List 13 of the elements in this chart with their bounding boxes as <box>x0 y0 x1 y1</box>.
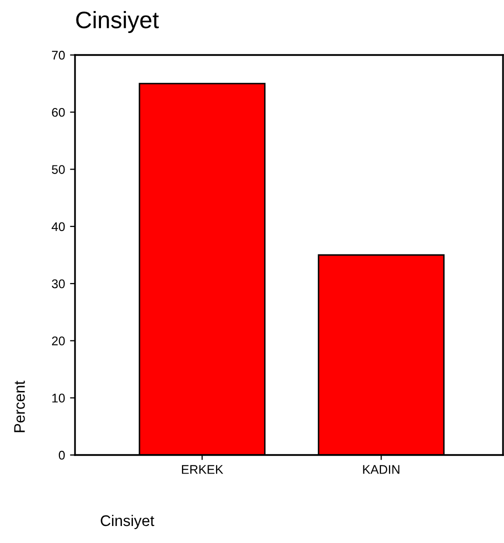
chart-title: Cinsiyet <box>76 10 159 34</box>
y-tick-label: 20 <box>52 336 65 346</box>
y-tick-label: 30 <box>52 279 65 288</box>
y-tick-label: 60 <box>52 108 65 117</box>
y-tick-label: 0 <box>58 450 65 460</box>
y-tick-label: 10 <box>52 394 65 403</box>
y-tick-label: 50 <box>52 165 65 174</box>
x-tick-label: KADIN <box>363 465 400 474</box>
y-tick-label: 70 <box>52 50 65 60</box>
x-tick-label: ERKEK <box>182 465 224 474</box>
y-axis-title: Percent <box>14 380 25 432</box>
text: Cinsiyet <box>100 514 154 530</box>
y-tick-label: 40 <box>52 222 65 232</box>
